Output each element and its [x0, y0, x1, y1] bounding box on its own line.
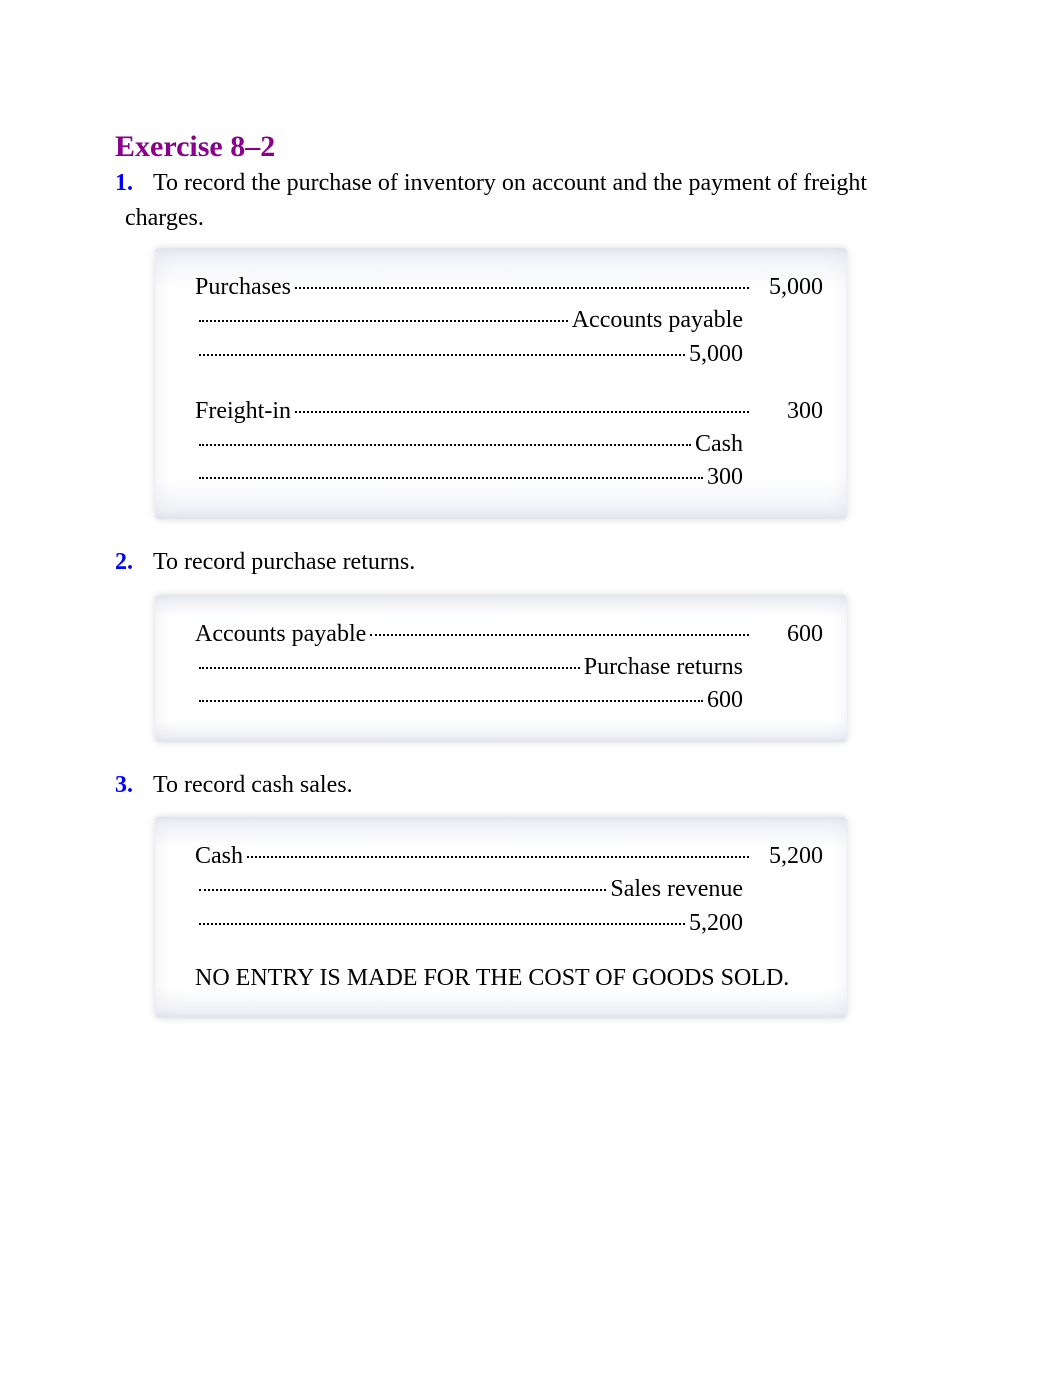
- leader-dots: [199, 667, 580, 669]
- debit-account: Accounts payable: [195, 619, 366, 650]
- leader-dots: [370, 634, 749, 636]
- debit-amount: 300: [753, 396, 823, 427]
- debit-account: Freight-in: [195, 396, 291, 427]
- journal-entry-box: Accounts payable 600 Purchase returns 60…: [155, 595, 847, 743]
- leader-dots: [199, 923, 685, 925]
- credit-account-line: Cash: [195, 429, 823, 460]
- credit-account-line: Purchase returns: [195, 652, 823, 683]
- journal-entry-box: Purchases 5,000 Accounts payable 5,000 F…: [155, 248, 847, 519]
- item-text-continued: charges.: [125, 205, 992, 232]
- credit-amount-line: 5,000: [195, 339, 823, 370]
- leader-dots: [199, 477, 703, 479]
- debit-line: Cash 5,200: [195, 841, 823, 872]
- debit-amount: 5,200: [753, 841, 823, 872]
- exercise-item-2: 2. To record purchase returns. Accounts …: [115, 547, 992, 742]
- leader-dots: [199, 444, 691, 446]
- item-heading: 1. To record the purchase of inventory o…: [115, 168, 992, 199]
- entry-note: NO ENTRY IS MADE FOR THE COST OF GOODS S…: [195, 963, 823, 994]
- debit-line: Freight-in 300: [195, 396, 823, 427]
- exercise-title: Exercise 8–2: [115, 130, 992, 164]
- leader-dots: [199, 320, 568, 322]
- credit-amount: 5,000: [689, 339, 743, 370]
- credit-account-line: Sales revenue: [195, 874, 823, 905]
- credit-account: Sales revenue: [610, 874, 743, 905]
- leader-dots: [247, 856, 749, 858]
- credit-account: Accounts payable: [572, 305, 743, 336]
- journal-entry-box: Cash 5,200 Sales revenue 5,200 NO ENTRY …: [155, 817, 847, 1018]
- item-text: To record purchase returns.: [153, 547, 992, 578]
- debit-line: Purchases 5,000: [195, 272, 823, 303]
- item-text: To record cash sales.: [153, 770, 992, 801]
- leader-dots: [199, 889, 606, 891]
- debit-amount: 5,000: [753, 272, 823, 303]
- debit-account: Purchases: [195, 272, 291, 303]
- item-heading: 2. To record purchase returns.: [115, 547, 992, 578]
- credit-amount: 5,200: [689, 908, 743, 939]
- credit-amount-line: 600: [195, 685, 823, 716]
- item-number: 1.: [115, 168, 153, 199]
- credit-account: Purchase returns: [584, 652, 743, 683]
- credit-account-line: Accounts payable: [195, 305, 823, 336]
- item-text: To record the purchase of inventory on a…: [153, 168, 992, 199]
- leader-dots: [295, 287, 749, 289]
- item-number: 2.: [115, 547, 153, 578]
- credit-amount-line: 300: [195, 462, 823, 493]
- item-heading: 3. To record cash sales.: [115, 770, 992, 801]
- debit-account: Cash: [195, 841, 243, 872]
- item-number: 3.: [115, 770, 153, 801]
- debit-amount: 600: [753, 619, 823, 650]
- leader-dots: [295, 411, 749, 413]
- exercise-item-1: 1. To record the purchase of inventory o…: [115, 168, 992, 519]
- credit-amount: 300: [707, 462, 743, 493]
- debit-line: Accounts payable 600: [195, 619, 823, 650]
- exercise-item-3: 3. To record cash sales. Cash 5,200 Sale…: [115, 770, 992, 1018]
- leader-dots: [199, 700, 703, 702]
- leader-dots: [199, 354, 685, 356]
- credit-account: Cash: [695, 429, 743, 460]
- credit-amount-line: 5,200: [195, 908, 823, 939]
- credit-amount: 600: [707, 685, 743, 716]
